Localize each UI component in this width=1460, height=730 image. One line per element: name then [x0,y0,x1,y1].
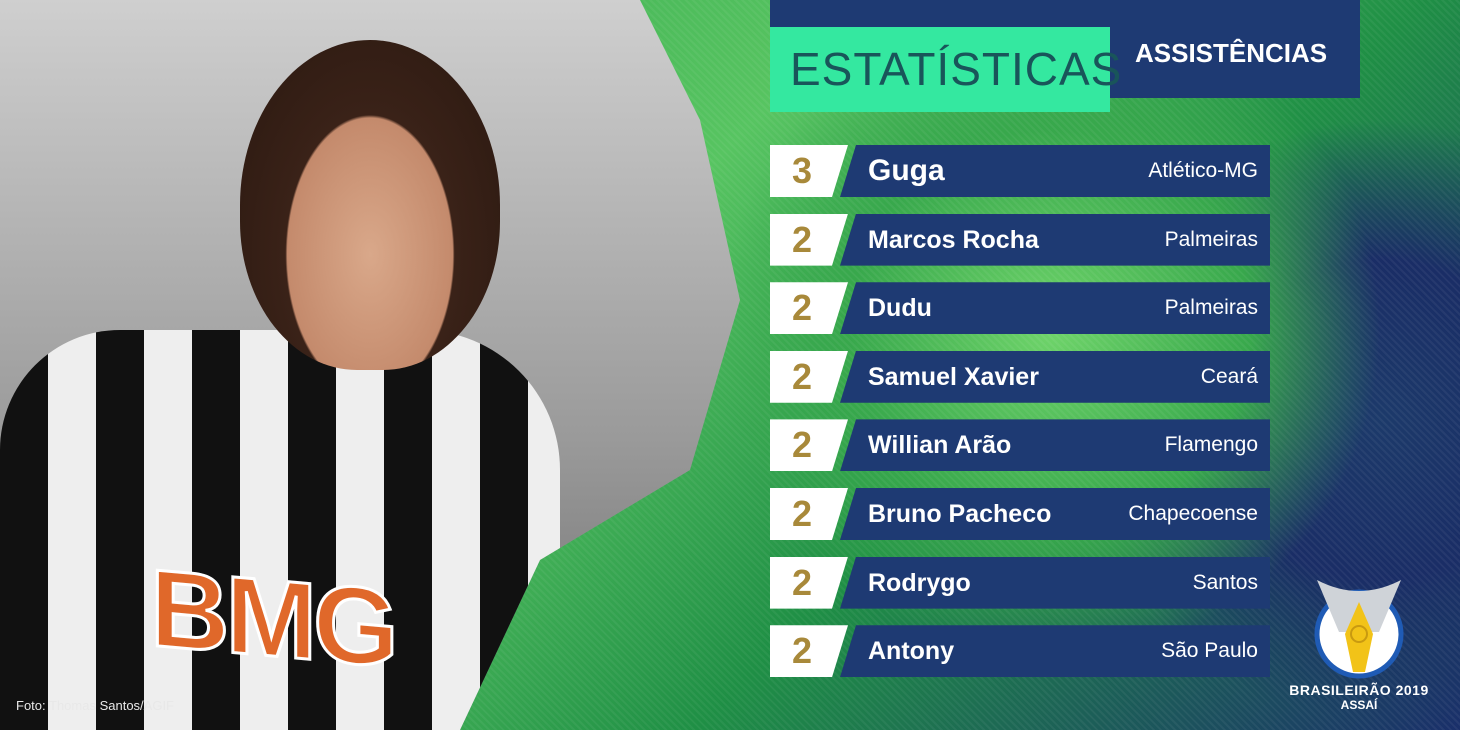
ranking-row: 3 Guga Atlético-MG [770,145,1270,197]
player-name: Samuel Xavier [868,362,1039,391]
player-name: Bruno Pacheco [868,500,1052,528]
league-logo: BRASILEIRÃO 2019 ASSAÍ [1284,572,1434,712]
team-name: São Paulo [1161,639,1258,663]
ranking-row: 2 Marcos Rocha Palmeiras [770,213,1270,266]
player-head [240,40,500,370]
player-bar [840,488,1270,540]
assists-count: 2 [770,488,848,540]
page-title: ESTATÍSTICAS [770,27,1121,112]
assists-count: 2 [770,556,848,609]
ranking-row: 2 Samuel Xavier Ceará [770,350,1270,403]
sponsor-logo: BMG [149,545,397,692]
ranking-row: 2 Willian Arão Flamengo [770,419,1270,472]
player-name: Rodrygo [868,568,971,597]
player-name: Antony [868,637,955,666]
assists-count: 3 [770,145,848,197]
team-name: Chapecoense [1128,502,1258,525]
ranking-row: 2 Antony São Paulo [770,625,1270,678]
player-bar [840,213,1270,266]
assists-count: 2 [770,282,848,335]
photo-credit: Foto: Thomas Santos/AGIF [16,698,174,713]
player-bar [840,350,1270,403]
logo-text: BRASILEIRÃO 2019 [1289,682,1429,698]
player-name: Dudu [868,294,932,323]
ranking-row: 2 Dudu Palmeiras [770,282,1270,335]
team-name: Ceará [1200,364,1258,388]
page-subtitle: ASSISTÊNCIAS [1135,38,1328,68]
player-bar [840,419,1270,472]
team-name: Atlético-MG [1148,159,1258,182]
assists-count: 2 [770,419,848,472]
ranking-row: 2 Bruno Pacheco Chapecoense [770,488,1270,540]
player-name: Marcos Rocha [868,225,1039,254]
player-name: Willian Arão [868,431,1012,460]
player-bar [840,145,1270,197]
player-bar [840,625,1270,678]
trophy-icon [1314,580,1404,679]
assists-count: 2 [770,213,848,266]
logo-sponsor: ASSAÍ [1340,698,1378,712]
player-shirt [0,330,560,730]
team-name: Palmeiras [1164,227,1258,251]
ranking-row: 2 Rodrygo Santos [770,556,1270,609]
team-name: Flamengo [1164,433,1258,457]
assists-count: 2 [770,350,848,403]
player-name: Guga [868,154,945,187]
assists-count: 2 [770,625,848,678]
player-bar [840,282,1270,335]
player-bar [840,556,1270,609]
team-name: Palmeiras [1164,296,1258,320]
team-name: Santos [1192,570,1258,594]
